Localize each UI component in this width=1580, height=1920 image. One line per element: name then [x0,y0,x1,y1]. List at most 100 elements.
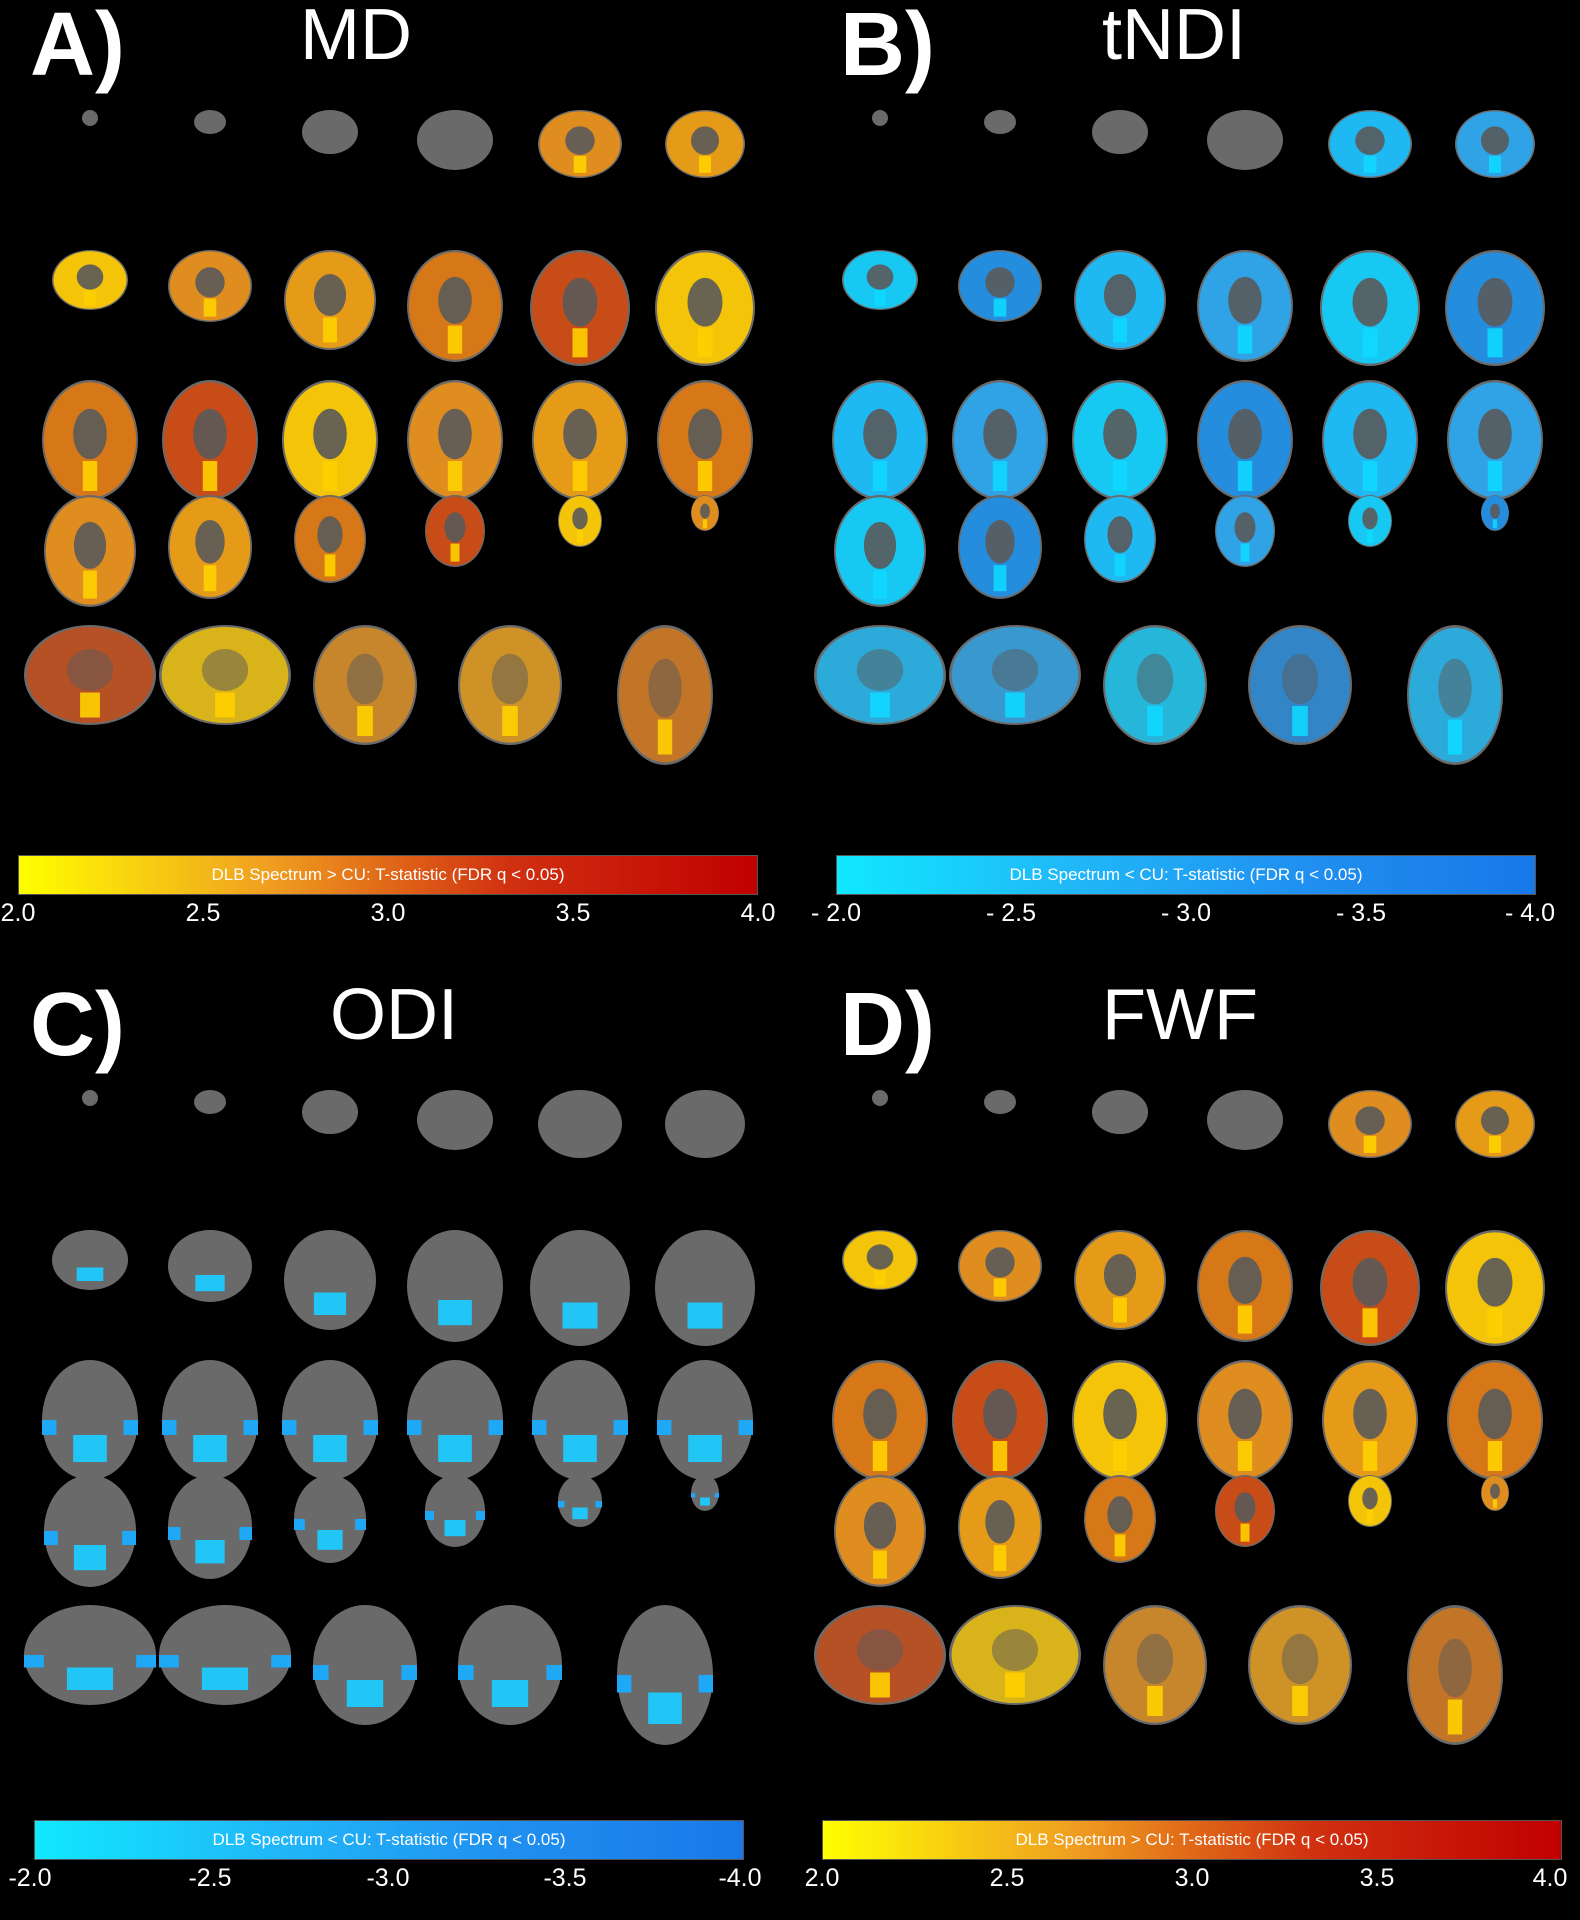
brain-slice [162,380,258,500]
brain-slice [425,1475,485,1547]
colorbar-tick: -4.0 [718,1864,762,1892]
colorbar-ticks: 2.0 2.5 3.0 3.5 4.0 [0,897,790,933]
brain-slice [417,110,493,170]
brain-slice [538,110,622,178]
colorbar-tick: -3.0 [366,1864,410,1892]
colorbar-tick: 3.0 [370,899,406,927]
brain-slice [44,1475,136,1587]
brain-slice [1328,110,1412,178]
brain-slice [1455,110,1535,178]
brain-slice [1322,1360,1418,1480]
brain-slice [168,1230,252,1302]
brain-slice [1320,1230,1420,1346]
colorbar-label: DLB Spectrum > CU: T-statistic (FDR q < … [211,865,565,884]
panel-title: FWF [1102,975,1258,1055]
brain-slice [1407,1605,1503,1745]
panel-letter: C) [30,975,125,1075]
panel-letter: A) [30,0,125,95]
brain-slice [1197,380,1293,500]
brain-slice [665,110,745,178]
brain-slice [1248,1605,1352,1725]
brain-slice [1103,625,1207,745]
brain-slice [1481,495,1509,531]
panel-title: tNDI [1102,0,1246,75]
colorbar-ticks: - 2.0 - 2.5 - 3.0 - 3.5 - 4.0 [790,897,1580,933]
brain-slice [313,1605,417,1725]
brain-slice [44,495,136,607]
brain-slice [407,250,503,362]
brain-slice [407,380,503,500]
brain-slice [958,1475,1042,1579]
brain-slice [1197,1230,1293,1342]
panel-letter: D) [840,975,935,1075]
brain-slice [168,1475,252,1579]
panel-letter: B) [840,0,935,95]
brain-slice [665,1090,745,1158]
brain-slice [872,110,888,126]
colorbar-tick: 2.0 [0,899,36,927]
brain-slice [952,380,1048,500]
brain-slice [1092,1090,1148,1134]
panel-title: MD [300,0,412,75]
brain-slice [82,110,98,126]
brain-slice [1447,1360,1543,1480]
brain-slice [284,250,376,350]
brain-slice [538,1090,622,1158]
colorbar-tick: - 4.0 [1504,899,1556,927]
brain-slice [1092,110,1148,154]
brain-slice [294,1475,366,1563]
brain-slice [1348,1475,1392,1527]
brain-slice [282,380,378,500]
brain-slice [958,250,1042,322]
brain-slice [1207,110,1283,170]
brain-slice [834,1475,926,1587]
brain-slice [24,1605,156,1705]
colorbar-tick: -2.5 [188,1864,232,1892]
colorbar-tick: -2.0 [8,1864,52,1892]
colorbar-tick: 3.5 [1359,1864,1395,1892]
brain-slice [1445,250,1545,366]
colorbar-tick: - 3.5 [1335,899,1387,927]
brain-slice [530,1230,630,1346]
brain-slice [958,495,1042,599]
brain-slice [458,625,562,745]
brain-slice [832,380,928,500]
brain-slice [407,1230,503,1342]
brain-slice [1320,250,1420,366]
brain-slice [655,1230,755,1346]
panel-md: A) MD DLB Spectrum > CU: T-statistic (FD… [0,0,790,940]
colorbar-tick: 4.0 [1532,1864,1568,1892]
brain-slices-grid [814,110,1545,765]
brain-slice [558,1475,602,1527]
brain-slice [302,110,358,154]
brain-slice [302,1090,358,1134]
brain-slice [407,1360,503,1480]
brain-slice [1407,625,1503,765]
brain-slice [1322,380,1418,500]
colorbar: DLB Spectrum < CU: T-statistic (FDR q < … [836,855,1536,895]
brain-slice [168,250,252,322]
brain-slice [52,1230,128,1290]
colorbar-label: DLB Spectrum > CU: T-statistic (FDR q < … [1015,1830,1369,1849]
brain-slice [1481,1475,1509,1511]
panel-title: ODI [330,975,459,1055]
brain-slice [657,380,753,500]
brain-slice [832,1360,928,1480]
brain-slice [159,625,291,725]
brain-slice [194,1090,226,1114]
brain-slice [425,495,485,567]
brain-slice [24,625,156,725]
brain-slice [657,1360,753,1480]
brain-slice [949,1605,1081,1705]
brain-slice [1084,495,1156,583]
brain-slice [282,1360,378,1480]
brain-slice [1072,380,1168,500]
panel-tndi: B) tNDI DLB Spectrum < CU: T-statistic (… [790,0,1580,940]
colorbar-tick: 2.5 [989,1864,1025,1892]
brain-slice [617,1605,713,1745]
brain-slice [814,625,946,725]
brain-slice [1103,1605,1207,1725]
colorbar-label: DLB Spectrum < CU: T-statistic (FDR q < … [1009,865,1363,884]
brain-slice [949,625,1081,725]
brain-slice [1197,250,1293,362]
